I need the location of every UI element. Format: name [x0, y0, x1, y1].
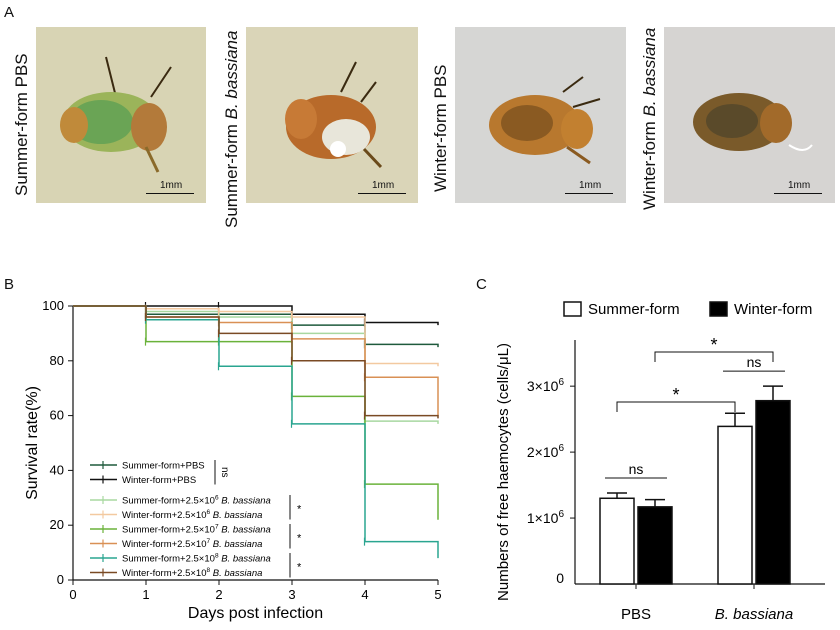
y-tick-label: 60: [50, 408, 64, 423]
y-tick-label: 100: [42, 298, 64, 313]
y-tick-label: 80: [50, 353, 64, 368]
survival-line: [73, 305, 439, 424]
photo-caption-winter-pbs: Winter-form PBS: [431, 64, 450, 192]
insect-summer-bbassiana: [285, 61, 383, 169]
legend-entry: Winter-form+2.5×106 B. bassiana: [122, 509, 262, 521]
legend-entry: Summer-form+2.5×108 B. bassiana: [122, 553, 271, 565]
significance-bracket: [616, 401, 736, 412]
legend-entry: Winter-form: [734, 301, 812, 318]
significance-label: ns: [747, 354, 762, 370]
insect-winter-bbassiana: [693, 93, 813, 151]
significance-label: *: [710, 335, 717, 355]
y-axis-title: Numbers of free haemocytes (cells/μL): [495, 343, 512, 601]
x-tick-label: 2: [215, 587, 222, 602]
legend-entry: Summer-form+2.5×107 B. bassiana: [122, 524, 271, 536]
legend-swatch: [709, 301, 728, 317]
scale-label: 1mm: [579, 180, 602, 191]
legend-entry: Summer-form+PBS: [122, 461, 205, 472]
bar: [599, 497, 635, 585]
insect-summer-pbs: [60, 56, 172, 173]
x-tick-label: PBS: [621, 606, 651, 623]
x-tick-label: B. bassiana: [715, 606, 793, 623]
photo-caption-summer-pbs: Summer-form PBS: [12, 53, 31, 196]
x-axis-title: Days post infection: [188, 605, 323, 622]
survival-line: [73, 305, 439, 367]
panel-a-label: A: [4, 4, 15, 21]
legend-entry: Winter-form+PBS: [122, 475, 196, 486]
haemocyte-chart: Summer-form Winter-form 0 1×106 2×106 3×106 N…: [495, 301, 825, 623]
y-tick-label: 40: [50, 462, 64, 477]
y-tick-label: 1×106: [527, 509, 565, 526]
legend-entry: Summer-form: [588, 301, 680, 318]
y-tick-label: 2×106: [527, 443, 565, 460]
x-tick-label: 1: [142, 587, 149, 602]
significance-label: *: [672, 385, 679, 405]
x-tick-label: 5: [434, 587, 441, 602]
legend-entry: Winter-form+2.5×108 B. bassiana: [122, 567, 262, 579]
photo-winter-pbs: 1mm: [455, 27, 626, 203]
scale-label: 1mm: [372, 180, 395, 191]
panel-c-label: C: [476, 276, 487, 293]
scale-label: 1mm: [160, 180, 183, 191]
photo-caption-winter-bbassiana: Winter-form B. bassiana: [640, 27, 659, 210]
significance-label: *: [297, 561, 302, 573]
bar: [717, 425, 753, 585]
scale-label: 1mm: [788, 180, 811, 191]
y-tick-label: 0: [57, 572, 64, 587]
significance-label: ns: [219, 467, 230, 478]
significance-bracket: [654, 351, 774, 362]
significance-label: ns: [629, 461, 644, 477]
photo-winter-bbassiana: 1mm: [664, 27, 835, 203]
y-tick-label: 0: [556, 570, 564, 586]
panel-b-label: B: [4, 276, 15, 293]
x-tick-label: 4: [361, 587, 368, 602]
legend-entry: Summer-form+2.5×106 B. bassiana: [122, 495, 271, 507]
survival-chart: 0 1 2 3 4 5 0 20 40 60 80 100 Days post infection Sur…: [24, 298, 442, 622]
significance-label: *: [297, 532, 302, 544]
legend-swatch: [563, 301, 582, 317]
significance-label: *: [297, 503, 302, 515]
photo-summer-bbassiana: 1mm: [246, 27, 418, 203]
photo-summer-pbs: 1mm: [36, 27, 206, 203]
x-tick-label: 0: [69, 587, 76, 602]
y-tick-label: 3×106: [527, 377, 565, 394]
bar: [637, 506, 673, 585]
legend-entry: Winter-form+2.5×107 B. bassiana: [122, 538, 262, 550]
y-tick-label: 20: [50, 517, 64, 532]
x-tick-label: 3: [288, 587, 295, 602]
survival-line: [73, 305, 439, 520]
bar: [755, 399, 791, 585]
insect-winter-pbs: [489, 76, 601, 165]
y-axis-title: Survival rate(%): [24, 386, 41, 500]
photo-caption-summer-bbassiana: Summer-form B. bassiana: [222, 30, 241, 228]
